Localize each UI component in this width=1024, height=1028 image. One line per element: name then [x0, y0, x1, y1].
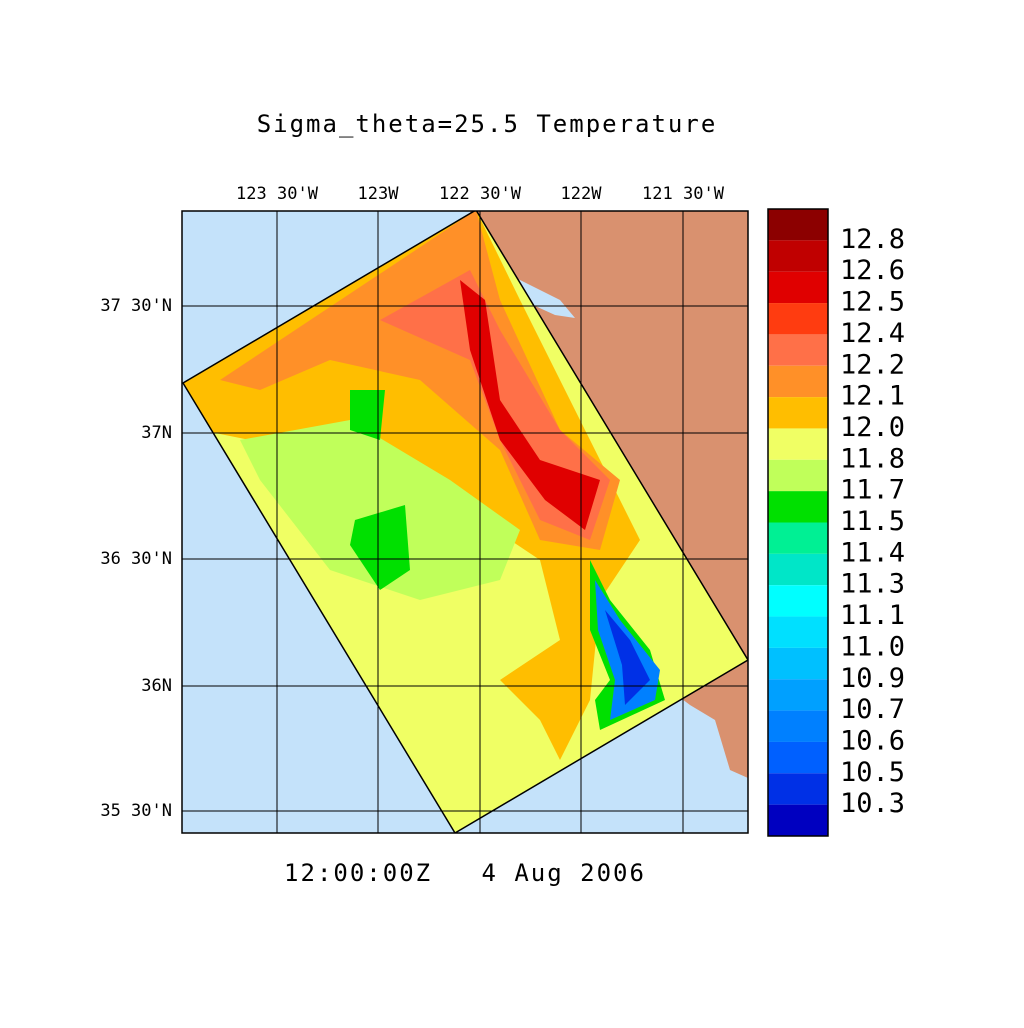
- colorbar-label: 10.5: [840, 757, 905, 788]
- colorbar-label: 12.8: [840, 224, 905, 255]
- colorbar-label: 11.1: [840, 600, 905, 631]
- colorbar-label: 11.4: [840, 537, 905, 568]
- colorbar-label: 10.3: [840, 788, 905, 819]
- y-axis-label: 36N: [141, 676, 172, 696]
- map-frame: [181, 210, 749, 834]
- x-axis-label: 123 30'W: [236, 184, 319, 204]
- colorbar-label: 12.0: [840, 412, 905, 443]
- temperature-field: [183, 211, 748, 833]
- x-axis-label: 122 30'W: [439, 184, 522, 204]
- title: Sigma_theta=25.5 Temperature: [257, 110, 718, 138]
- colorbar-swatch: [768, 303, 828, 335]
- colorbar-label: 12.2: [840, 349, 905, 380]
- x-axis-label: 122W: [561, 184, 603, 204]
- colorbar-swatch: [768, 741, 828, 774]
- colorbar-label: 12.4: [840, 318, 905, 349]
- colorbar-swatch: [768, 585, 828, 617]
- colorbar-swatch: [768, 459, 828, 492]
- colorbar-swatch: [768, 334, 828, 366]
- colorbar-swatch: [768, 365, 828, 398]
- colorbar-swatch: [768, 679, 828, 711]
- colorbar-label: 11.5: [840, 506, 905, 537]
- colorbar-label: 11.7: [840, 475, 905, 506]
- colorbar-swatch: [768, 397, 828, 429]
- colorbar: 12.812.612.512.412.212.112.011.811.711.5…: [767, 208, 905, 837]
- colorbar-swatch: [768, 647, 828, 680]
- graticule: [182, 211, 748, 833]
- colorbar-swatch: [768, 522, 828, 554]
- time-label: 12:00:00Z 4 Aug 2006: [284, 859, 646, 887]
- colorbar-frame: [767, 208, 829, 837]
- colorbar-swatch: [768, 240, 828, 272]
- colorbar-swatch: [768, 209, 828, 241]
- y-axis-label: 36 30'N: [100, 549, 172, 569]
- colorbar-swatch: [768, 271, 828, 304]
- colorbar-label: 10.6: [840, 725, 905, 756]
- colorbar-swatch: [768, 553, 828, 586]
- colorbar-label: 11.0: [840, 631, 905, 662]
- colorbar-label: 10.9: [840, 663, 905, 694]
- colorbar-swatch: [768, 804, 828, 836]
- map-area: [182, 211, 748, 833]
- colorbar-label: 10.7: [840, 694, 905, 725]
- colorbar-swatch: [768, 710, 828, 742]
- colorbar-label: 12.1: [840, 381, 905, 412]
- colorbar-swatch: [768, 616, 828, 648]
- y-axis-label: 37 30'N: [100, 296, 172, 316]
- y-axis-label: 35 30'N: [100, 801, 172, 821]
- colorbar-swatch: [768, 773, 828, 805]
- colorbar-swatch: [768, 491, 828, 523]
- x-axis-label: 123W: [358, 184, 400, 204]
- colorbar-label: 11.3: [840, 569, 905, 600]
- x-axis-label: 121 30'W: [642, 184, 725, 204]
- colorbar-label: 11.8: [840, 443, 905, 474]
- colorbar-label: 12.5: [840, 287, 905, 318]
- y-axis-label: 37N: [141, 423, 172, 443]
- colorbar-label: 12.6: [840, 255, 905, 286]
- colorbar-swatch: [768, 428, 828, 460]
